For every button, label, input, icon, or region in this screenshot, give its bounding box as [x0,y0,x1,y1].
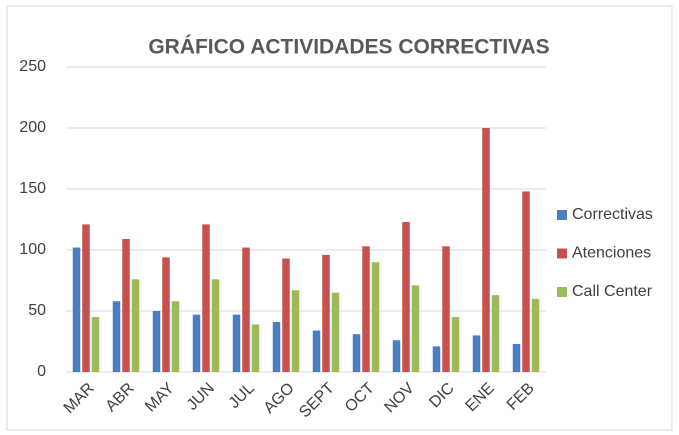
bar [131,279,140,372]
legend-swatch [557,248,567,259]
bar [402,221,410,372]
y-tick-label: 200 [19,119,46,136]
bar [531,298,540,372]
bar [432,346,441,372]
bar [122,239,130,372]
bar [392,340,401,372]
bar [251,324,260,372]
bar [522,191,530,372]
bar [352,334,361,372]
bar [112,301,121,372]
bar [232,314,241,372]
bar [171,301,180,372]
y-tick-label: 0 [37,363,46,380]
bar [272,321,281,372]
bar [282,258,290,372]
bar [451,317,460,372]
bar [482,128,490,372]
bar [291,290,300,372]
y-tick-label: 100 [19,241,46,258]
bar [362,246,370,372]
bar [72,247,81,372]
bar [312,330,321,372]
bar [442,246,450,372]
bar [411,285,420,372]
legend-label: Atenciones [572,245,651,262]
bar [331,292,340,372]
legend-swatch [557,287,567,297]
bar [512,343,521,372]
y-tick-label: 50 [28,302,46,319]
bar [371,262,380,372]
bar [152,311,161,372]
bar [162,257,170,372]
bar [472,335,481,372]
bar [242,247,250,372]
legend-label: Call Center [572,283,653,300]
bar [491,295,500,372]
bar [202,224,210,372]
bar [211,279,220,372]
bar [322,254,330,372]
y-tick-label: 150 [19,180,46,197]
bar [91,317,100,372]
bar [82,224,90,372]
bar [192,314,201,372]
y-tick-label: 250 [19,58,46,75]
legend-label: Correctivas [572,206,653,223]
legend-swatch [557,210,567,220]
chart-title: GRÁFICO ACTIVIDADES CORRECTIVAS [148,36,549,59]
